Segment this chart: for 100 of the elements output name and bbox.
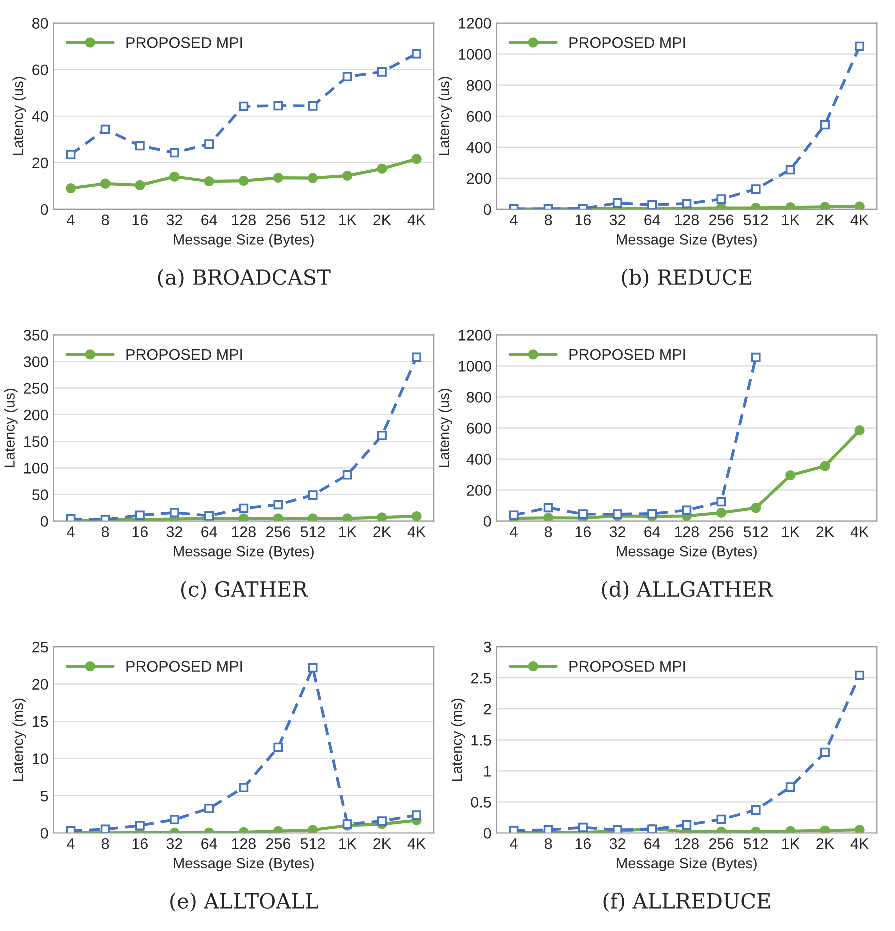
x-tick-label: 128 <box>232 214 256 226</box>
x-tick-label: 512 <box>744 838 768 850</box>
y-tick-label: 25 <box>32 642 48 653</box>
x-axis-title: Message Size (Bytes) <box>174 858 314 872</box>
x-tick-label: 512 <box>300 526 326 538</box>
text: (a) BROADCAST <box>158 269 331 288</box>
y-tick-label: 40 <box>32 111 48 122</box>
x-tick-label: 1K <box>782 838 800 850</box>
x-tick-label: 4 <box>67 526 75 538</box>
y-tick-label: 1 <box>484 766 492 777</box>
x-axis-title: Message Size (Bytes) <box>174 234 314 248</box>
y-tick-label: 0 <box>40 516 48 528</box>
x-tick-label: 16 <box>576 526 591 538</box>
y-tick-label: 2 <box>484 704 492 715</box>
legend-label: PROPOSED MPI <box>570 37 686 48</box>
x-tick-label: 2K <box>816 838 834 850</box>
x-tick-label: 128 <box>232 838 256 850</box>
x-tick-label: 256 <box>710 526 734 538</box>
x-tick-label: 4K <box>850 526 869 538</box>
y-tick-label: 3 <box>484 642 492 653</box>
x-tick-label: 16 <box>576 838 591 850</box>
legend-label: PROPOSED MPI <box>126 661 242 672</box>
legend-label: PROPOSED MPI <box>570 661 686 672</box>
x-tick-label: 8 <box>545 214 552 226</box>
x-tick-label: 32 <box>610 526 626 538</box>
x-tick-label: 4 <box>510 838 518 850</box>
y-tick-label: 250 <box>24 383 48 394</box>
x-tick-label: 2K <box>374 214 392 226</box>
x-tick-label: 512 <box>744 526 768 538</box>
y-tick-label: 0.5 <box>471 797 492 808</box>
x-tick-label: 1K <box>339 838 357 850</box>
y-axis-title: Latency (us) <box>4 389 18 468</box>
x-tick-label: 4 <box>510 214 518 226</box>
text: (c) GATHER <box>182 580 308 600</box>
y-axis-title: Latency (ms) <box>12 698 26 782</box>
x-tick-label: 32 <box>610 214 626 226</box>
text: (e) ALLTOALL <box>170 892 318 912</box>
y-tick-label: 0 <box>484 516 492 528</box>
y-tick-label: 350 <box>24 330 48 341</box>
y-tick-label: 15 <box>33 716 48 728</box>
x-tick-label: 4K <box>408 526 426 538</box>
x-tick-label: 512 <box>300 838 326 850</box>
x-tick-label: 8 <box>545 838 552 850</box>
x-tick-label: 512 <box>300 214 326 226</box>
x-tick-label: 4K <box>408 214 426 226</box>
x-tick-label: 128 <box>232 526 256 538</box>
x-tick-label: 64 <box>202 214 218 226</box>
y-axis-title: Latency (us) <box>438 389 452 468</box>
x-axis-title: Message Size (Bytes) <box>617 858 757 872</box>
x-tick-label: 4 <box>67 838 75 850</box>
y-axis-title: Latency (us) <box>438 77 452 156</box>
x-tick-label: 32 <box>610 838 626 850</box>
y-tick-label: 200 <box>24 410 48 421</box>
x-tick-label: 1K <box>782 214 800 226</box>
x-tick-label: 64 <box>644 214 660 226</box>
x-tick-label: 128 <box>675 214 699 226</box>
y-tick-label: 5 <box>40 791 48 802</box>
y-tick-label: 300 <box>24 356 48 368</box>
x-axis-title: Message Size (Bytes) <box>174 546 314 560</box>
text: (f) ALLREDUCE <box>604 892 770 912</box>
x-tick-label: 64 <box>644 526 660 538</box>
x-tick-label: 2K <box>374 526 392 538</box>
x-tick-label: 32 <box>166 838 182 850</box>
y-tick-label: 80 <box>32 18 48 29</box>
x-tick-label: 2K <box>374 838 392 850</box>
y-tick-label: 0 <box>484 204 492 216</box>
x-tick-label: 32 <box>166 526 182 538</box>
y-tick-label: 800 <box>467 392 492 403</box>
x-axis-title: Message Size (Bytes) <box>617 546 757 560</box>
x-tick-label: 4K <box>408 838 426 850</box>
y-tick-label: 60 <box>32 64 48 76</box>
x-tick-label: 2K <box>816 526 834 538</box>
x-tick-label: 8 <box>102 526 110 538</box>
x-tick-label: 1K <box>339 214 357 226</box>
x-tick-label: 256 <box>266 214 291 226</box>
y-tick-label: 2.5 <box>471 672 492 684</box>
x-tick-label: 1K <box>782 526 800 538</box>
x-tick-label: 16 <box>132 838 148 850</box>
legend-label: PROPOSED MPI <box>126 349 242 360</box>
x-tick-label: 4 <box>510 526 518 538</box>
y-tick-label: 1000 <box>459 49 492 60</box>
x-tick-label: 64 <box>644 838 660 850</box>
y-tick-label: 1.5 <box>472 735 492 746</box>
y-tick-label: 50 <box>32 490 48 500</box>
y-tick-label: 20 <box>32 679 48 690</box>
x-tick-label: 4 <box>67 214 75 226</box>
legend-label: PROPOSED MPI <box>126 37 242 48</box>
x-tick-label: 16 <box>132 214 148 226</box>
x-tick-label: 8 <box>102 838 110 850</box>
x-tick-label: 8 <box>545 526 552 538</box>
x-tick-label: 4K <box>850 214 869 226</box>
x-axis-title: Message Size (Bytes) <box>617 234 757 248</box>
text: (b) REDUCE <box>622 269 752 288</box>
y-tick-label: 20 <box>32 158 48 169</box>
y-tick-label: 1200 <box>459 18 492 29</box>
y-tick-label: 10 <box>33 754 48 764</box>
x-tick-label: 256 <box>266 526 291 538</box>
y-tick-label: 200 <box>467 485 492 496</box>
x-tick-label: 8 <box>102 214 110 226</box>
x-tick-label: 16 <box>132 526 148 538</box>
